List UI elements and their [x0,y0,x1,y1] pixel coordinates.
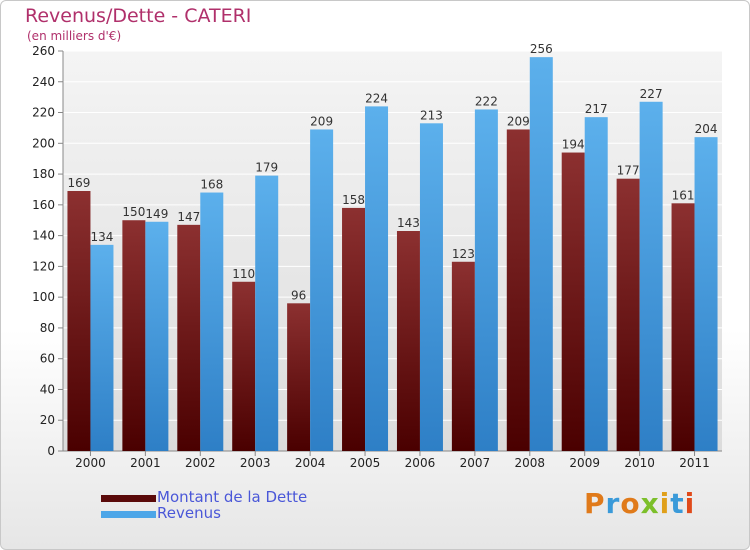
bar-dette [122,220,146,451]
value-label-revenus: 168 [200,178,223,192]
value-label-dette: 143 [397,216,420,230]
bar-dette [342,207,366,451]
proxiti-logo: Proxiti [584,487,695,520]
y-tick-label: 60 [40,352,55,366]
logo-letter: o [620,487,641,520]
bar-dette [671,203,695,451]
y-tick-label: 80 [40,321,55,335]
bar-dette [616,178,640,451]
bar-revenus [90,244,114,451]
bar-revenus [255,175,279,451]
x-tick-label: 2011 [679,456,710,470]
bar-dette [287,303,311,451]
value-label-dette: 96 [291,288,306,302]
y-tick-label: 140 [32,229,55,243]
y-tick-label: 240 [32,75,55,89]
y-tick-label: 40 [40,382,55,396]
x-tick-label: 2008 [515,456,546,470]
value-label-revenus: 204 [695,122,718,136]
value-label-revenus: 224 [365,91,388,105]
x-tick-label: 2006 [405,456,436,470]
x-tick-label: 2007 [460,456,491,470]
bar-revenus [200,192,224,452]
logo-letter: t [670,487,685,520]
value-label-revenus: 256 [530,42,553,56]
value-label-dette: 169 [68,176,91,190]
bar-revenus [694,137,718,451]
bar-dette [232,281,256,451]
bar-dette [67,191,91,451]
y-tick-label: 200 [32,136,55,150]
value-label-dette: 110 [232,267,255,281]
y-tick-label: 160 [32,198,55,212]
value-label-dette: 209 [507,114,530,128]
bar-dette [451,261,475,451]
value-label-revenus: 179 [255,161,278,175]
value-label-dette: 161 [672,188,695,202]
x-tick-label: 2002 [185,456,216,470]
y-tick-label: 120 [32,259,55,273]
value-label-revenus: 209 [310,114,333,128]
bar-revenus [584,117,608,452]
x-tick-label: 2003 [240,456,271,470]
value-label-revenus: 227 [640,87,663,101]
legend-label-revenus: Revenus [157,504,221,522]
x-tick-label: 2009 [569,456,600,470]
x-tick-label: 2010 [624,456,655,470]
value-label-revenus: 222 [475,94,498,108]
y-tick-label: 220 [32,106,55,120]
value-label-revenus: 134 [91,230,114,244]
bar-dette [561,152,585,452]
chart-title: Revenus/Dette - CATERI [25,5,252,27]
y-tick-label: 20 [40,413,55,427]
legend-swatch-dette [101,495,156,502]
value-label-dette: 123 [452,247,475,261]
value-label-dette: 158 [342,193,365,207]
logo-letter: r [605,487,621,520]
bar-dette [177,224,201,451]
legend-label-dette: Montant de la Dette [157,488,308,506]
y-tick-label: 260 [32,44,55,58]
y-tick-label: 100 [32,290,55,304]
bar-dette [396,231,420,451]
bar-revenus [474,109,498,451]
bar-revenus [145,221,169,451]
value-label-dette: 150 [122,205,145,219]
chart-subtitle: (en milliers d'€) [27,29,122,43]
bar-revenus [529,57,553,452]
x-tick-label: 2001 [130,456,161,470]
value-label-revenus: 213 [420,108,443,122]
logo-letter: i [659,487,671,520]
x-tick-label: 2004 [295,456,326,470]
bar-revenus [310,129,334,451]
bar-revenus [419,123,443,452]
x-tick-label: 2005 [350,456,381,470]
value-label-revenus: 149 [145,207,168,221]
value-label-dette: 147 [177,210,200,224]
plot-area [63,51,722,451]
bar-revenus [365,106,389,451]
bar-dette [506,129,530,451]
value-label-revenus: 217 [585,102,608,116]
logo-letter: x [640,487,660,520]
bar-revenus [639,101,663,452]
value-label-dette: 177 [617,164,640,178]
y-tick-label: 0 [47,444,55,458]
legend-swatch-revenus [101,511,156,518]
x-tick-label: 2000 [75,456,106,470]
logo-letter: i [684,487,696,520]
y-tick-label: 180 [32,167,55,181]
value-label-dette: 194 [562,138,585,152]
logo-letter: P [584,487,606,520]
